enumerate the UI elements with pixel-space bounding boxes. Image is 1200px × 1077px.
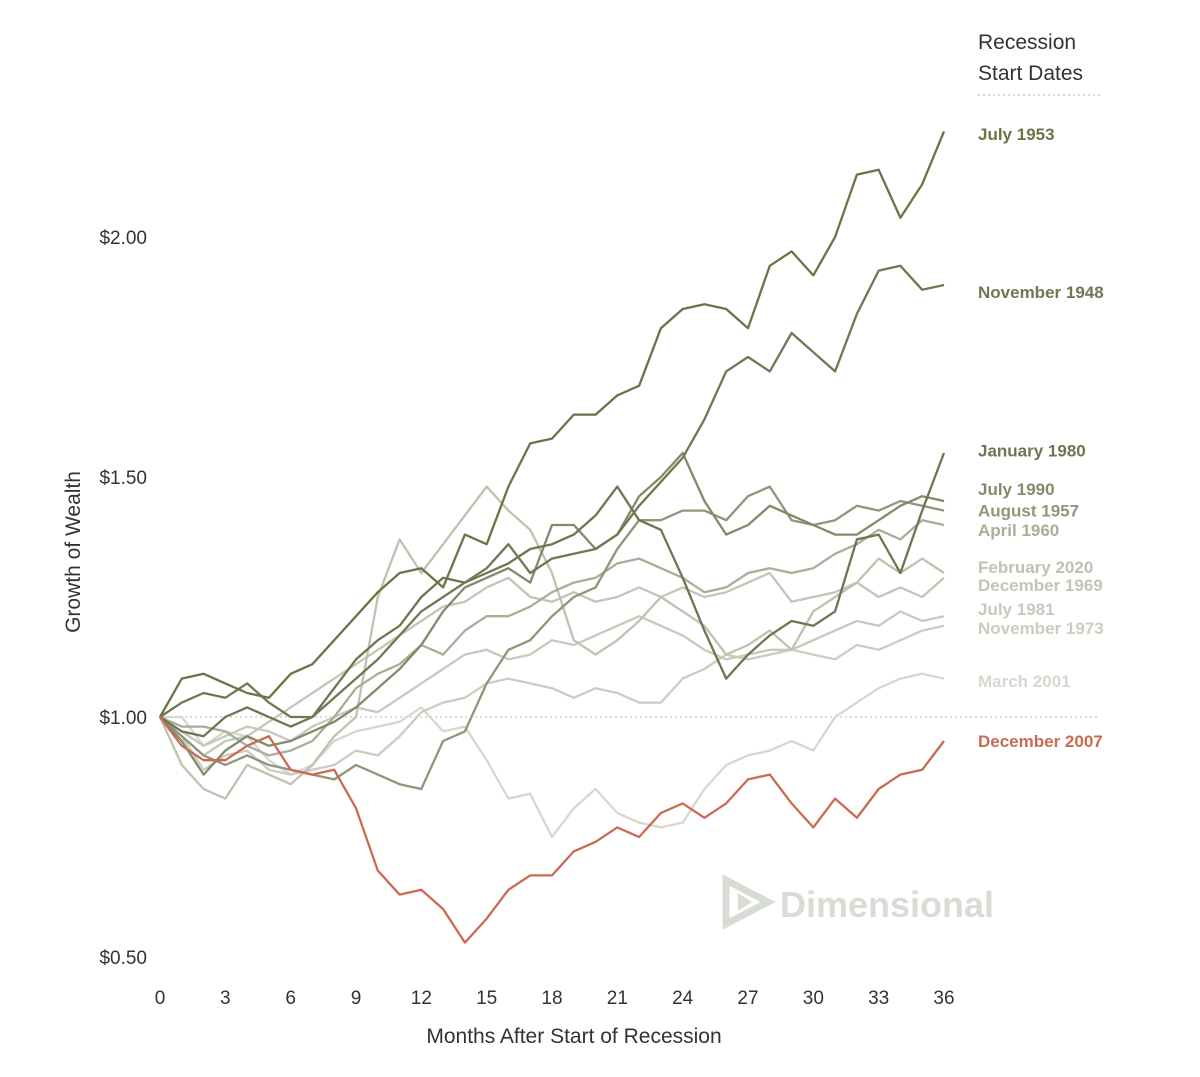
y-tick-label: $1.50 bbox=[99, 468, 147, 489]
series-label-july-1953: July 1953 bbox=[978, 125, 1055, 144]
x-tick-label: 21 bbox=[607, 988, 628, 1009]
y-axis-ticks: $0.50 $1.00 $1.50 $2.00 bbox=[99, 228, 147, 969]
x-tick-label: 0 bbox=[155, 988, 166, 1009]
x-tick-label: 36 bbox=[933, 988, 954, 1009]
series-line-march-2001 bbox=[160, 672, 945, 839]
series-line-april-1960 bbox=[159, 519, 945, 757]
series-line-february-2020 bbox=[158, 485, 945, 800]
series-label-november-1973: November 1973 bbox=[978, 619, 1104, 638]
x-tick-label: 9 bbox=[351, 988, 362, 1009]
legend-title-line-2: Start Dates bbox=[978, 62, 1083, 85]
x-tick-label: 18 bbox=[541, 988, 562, 1009]
series-line-july-1981 bbox=[159, 610, 945, 747]
series-label-november-1948: November 1948 bbox=[978, 283, 1104, 302]
watermark-text: Dimensional bbox=[780, 884, 994, 925]
y-tick-label: $2.00 bbox=[99, 228, 147, 249]
x-tick-label: 33 bbox=[868, 988, 889, 1009]
x-tick-label: 30 bbox=[803, 988, 824, 1009]
series-lines bbox=[158, 130, 946, 944]
x-tick-label: 6 bbox=[285, 988, 296, 1009]
legend-title-line-1: Recession bbox=[978, 31, 1076, 54]
series-label-july-1990: July 1990 bbox=[978, 480, 1055, 499]
series-line-january-1980 bbox=[159, 452, 946, 738]
series-line-july-1990 bbox=[159, 451, 945, 776]
series-line-november-1948 bbox=[159, 264, 945, 719]
series-label-february-2020: February 2020 bbox=[978, 558, 1093, 577]
series-line-november-1973 bbox=[159, 624, 945, 776]
x-tick-label: 27 bbox=[737, 988, 758, 1009]
series-label-april-1960: April 1960 bbox=[978, 521, 1059, 540]
series-label-january-1980: January 1980 bbox=[978, 442, 1086, 461]
dimensional-logo-icon bbox=[722, 874, 776, 930]
series-line-december-2007 bbox=[159, 716, 945, 944]
watermark: Dimensional bbox=[722, 874, 994, 930]
series-label-december-2007: December 2007 bbox=[978, 732, 1103, 751]
y-axis-title: Growth of Wealth bbox=[62, 471, 85, 633]
x-axis-ticks: 0 3 6 9 12 15 18 21 24 27 30 33 36 bbox=[155, 988, 955, 1009]
x-tick-label: 24 bbox=[672, 988, 694, 1009]
series-line-july-1953 bbox=[158, 130, 946, 718]
series-label-december-1969: December 1969 bbox=[978, 576, 1103, 595]
y-tick-label: $1.00 bbox=[99, 708, 147, 729]
series-label-march-2001: March 2001 bbox=[978, 672, 1071, 691]
x-axis-title: Months After Start of Recession bbox=[426, 1025, 721, 1048]
series-line-december-1969 bbox=[159, 571, 945, 757]
series-label-august-1957: August 1957 bbox=[978, 502, 1079, 521]
x-tick-label: 12 bbox=[411, 988, 432, 1009]
x-tick-label: 3 bbox=[220, 988, 231, 1009]
x-tick-label: 15 bbox=[476, 988, 497, 1009]
series-label-july-1981: July 1981 bbox=[978, 600, 1055, 619]
y-tick-label: $0.50 bbox=[99, 948, 147, 969]
